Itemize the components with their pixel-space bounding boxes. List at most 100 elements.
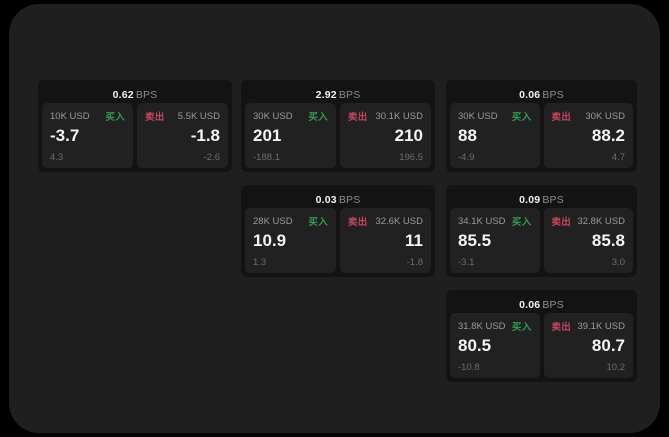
buy-panel[interactable]: 34.1K USD 买入 85.5 -3.1 [450, 208, 540, 273]
quote-card[interactable]: 0.06 BPS 31.8K USD 买入 80.5 -10.8 卖出 39.1K… [446, 290, 637, 382]
sell-quantity: 30.1K USD [375, 110, 423, 122]
buy-quantity: 28K USD [253, 215, 293, 227]
bps-value: 0.06 [519, 89, 541, 101]
quote-card[interactable]: 0.09 BPS 34.1K USD 买入 85.5 -3.1 卖出 32.8K … [446, 185, 637, 277]
quote-card[interactable]: 2.92 BPS 30K USD 买入 201 -188.1 卖出 30.1K U… [241, 80, 435, 172]
sell-delta: -1.8 [406, 257, 423, 268]
card-bps-header: 0.06 BPS [450, 294, 633, 313]
sell-panel-header: 卖出 5.5K USD [145, 110, 220, 124]
buy-quantity: 10K USD [50, 110, 90, 122]
bps-unit-label: BPS [338, 194, 361, 206]
sell-quantity: 30K USD [585, 110, 625, 122]
bps-value: 0.09 [519, 194, 541, 206]
buy-panel-header: 30K USD 买入 [458, 110, 532, 124]
buy-price: 201 [253, 126, 282, 145]
sell-panel-header: 卖出 32.8K USD [551, 215, 626, 229]
sell-delta: 3.0 [611, 257, 625, 268]
buy-delta: 1.3 [253, 257, 267, 268]
card-sides: 30K USD 买入 88 -4.9 卖出 30K USD 88.2 4.7 [450, 103, 633, 168]
sell-panel[interactable]: 卖出 30K USD 88.2 4.7 [543, 103, 633, 168]
sell-quantity: 5.5K USD [177, 110, 220, 122]
card-bps-header: 2.92 BPS [245, 84, 431, 103]
buy-panel[interactable]: 10K USD 买入 -3.7 4.3 [42, 103, 133, 168]
card-sides: 31.8K USD 买入 80.5 -10.8 卖出 39.1K USD 80.… [450, 313, 633, 378]
buy-quantity: 30K USD [253, 110, 293, 122]
sell-tag: 卖出 [145, 112, 165, 123]
buy-delta: 4.3 [50, 152, 64, 163]
buy-panel-header: 30K USD 买入 [253, 110, 328, 124]
sell-panel[interactable]: 卖出 32.8K USD 85.8 3.0 [543, 208, 633, 273]
buy-price: 85.5 [458, 231, 492, 250]
bps-value: 0.06 [519, 299, 541, 311]
sell-panel-header: 卖出 32.6K USD [348, 215, 423, 229]
buy-delta: -188.1 [253, 152, 280, 163]
card-sides: 10K USD 买入 -3.7 4.3 卖出 5.5K USD -1.8 -2.… [42, 103, 228, 168]
sell-price: 85.8 [591, 231, 625, 250]
sell-tag: 卖出 [348, 217, 368, 228]
sell-panel[interactable]: 卖出 32.6K USD 11 -1.8 [340, 208, 431, 273]
sell-tag: 卖出 [551, 217, 572, 228]
sell-price: 80.7 [591, 336, 625, 355]
buy-price: 88 [458, 126, 477, 145]
buy-quantity: 31.8K USD [458, 320, 506, 332]
buy-tag: 买入 [105, 112, 125, 123]
sell-tag: 卖出 [551, 322, 572, 333]
bps-value: 0.62 [112, 89, 134, 101]
buy-tag: 买入 [511, 217, 532, 228]
quote-card[interactable]: 0.62 BPS 10K USD 买入 -3.7 4.3 卖出 5.5K USD … [38, 80, 232, 172]
quote-card[interactable]: 0.06 BPS 30K USD 买入 88 -4.9 卖出 30K USD 88… [446, 80, 637, 172]
buy-delta: -4.9 [458, 152, 475, 163]
buy-tag: 买入 [308, 112, 328, 123]
sell-panel-header: 卖出 30K USD [551, 110, 626, 124]
bps-unit-label: BPS [338, 89, 361, 101]
buy-panel[interactable]: 28K USD 买入 10.9 1.3 [245, 208, 336, 273]
sell-delta: -2.6 [203, 152, 220, 163]
buy-tag: 买入 [511, 112, 532, 123]
bps-value: 0.03 [315, 194, 337, 206]
bps-unit-label: BPS [542, 194, 564, 206]
buy-delta: -10.8 [458, 362, 480, 373]
sell-quantity: 32.6K USD [375, 215, 423, 227]
card-sides: 28K USD 买入 10.9 1.3 卖出 32.6K USD 11 -1.8 [245, 208, 431, 273]
buy-panel-header: 10K USD 买入 [50, 110, 125, 124]
buy-panel[interactable]: 31.8K USD 买入 80.5 -10.8 [450, 313, 540, 378]
card-bps-header: 0.62 BPS [42, 84, 228, 103]
buy-price: 80.5 [458, 336, 492, 355]
card-sides: 34.1K USD 买入 85.5 -3.1 卖出 32.8K USD 85.8… [450, 208, 633, 273]
buy-panel[interactable]: 30K USD 买入 201 -188.1 [245, 103, 336, 168]
sell-price: 11 [405, 231, 423, 250]
sell-panel[interactable]: 卖出 5.5K USD -1.8 -2.6 [137, 103, 228, 168]
buy-quantity: 30K USD [458, 110, 498, 122]
buy-panel-header: 31.8K USD 买入 [458, 320, 532, 334]
sell-delta: 196.5 [399, 152, 423, 163]
sell-delta: 10.2 [606, 362, 626, 373]
sell-delta: 4.7 [611, 152, 625, 163]
bps-unit-label: BPS [135, 89, 158, 101]
buy-panel-header: 34.1K USD 买入 [458, 215, 532, 229]
buy-panel[interactable]: 30K USD 买入 88 -4.9 [450, 103, 540, 168]
bps-unit-label: BPS [542, 299, 564, 311]
buy-delta: -3.1 [458, 257, 475, 268]
buy-quantity: 34.1K USD [458, 215, 506, 227]
quote-card-board: 0.62 BPS 10K USD 买入 -3.7 4.3 卖出 5.5K USD … [9, 4, 660, 433]
sell-panel-header: 卖出 39.1K USD [551, 320, 626, 334]
buy-tag: 买入 [308, 217, 328, 228]
sell-price: -1.8 [190, 126, 220, 145]
sell-quantity: 32.8K USD [577, 215, 625, 227]
quote-card[interactable]: 0.03 BPS 28K USD 买入 10.9 1.3 卖出 32.6K USD… [241, 185, 435, 277]
card-bps-header: 0.03 BPS [245, 189, 431, 208]
sell-panel[interactable]: 卖出 30.1K USD 210 196.5 [340, 103, 431, 168]
sell-tag: 卖出 [551, 112, 572, 123]
buy-tag: 买入 [511, 322, 532, 333]
card-sides: 30K USD 买入 201 -188.1 卖出 30.1K USD 210 1… [245, 103, 431, 168]
bps-value: 2.92 [315, 89, 337, 101]
sell-panel-header: 卖出 30.1K USD [348, 110, 423, 124]
buy-panel-header: 28K USD 买入 [253, 215, 328, 229]
card-bps-header: 0.09 BPS [450, 189, 633, 208]
card-bps-header: 0.06 BPS [450, 84, 633, 103]
buy-price: 10.9 [253, 231, 287, 250]
sell-panel[interactable]: 卖出 39.1K USD 80.7 10.2 [543, 313, 633, 378]
sell-price: 88.2 [591, 126, 625, 145]
sell-tag: 卖出 [348, 112, 368, 123]
